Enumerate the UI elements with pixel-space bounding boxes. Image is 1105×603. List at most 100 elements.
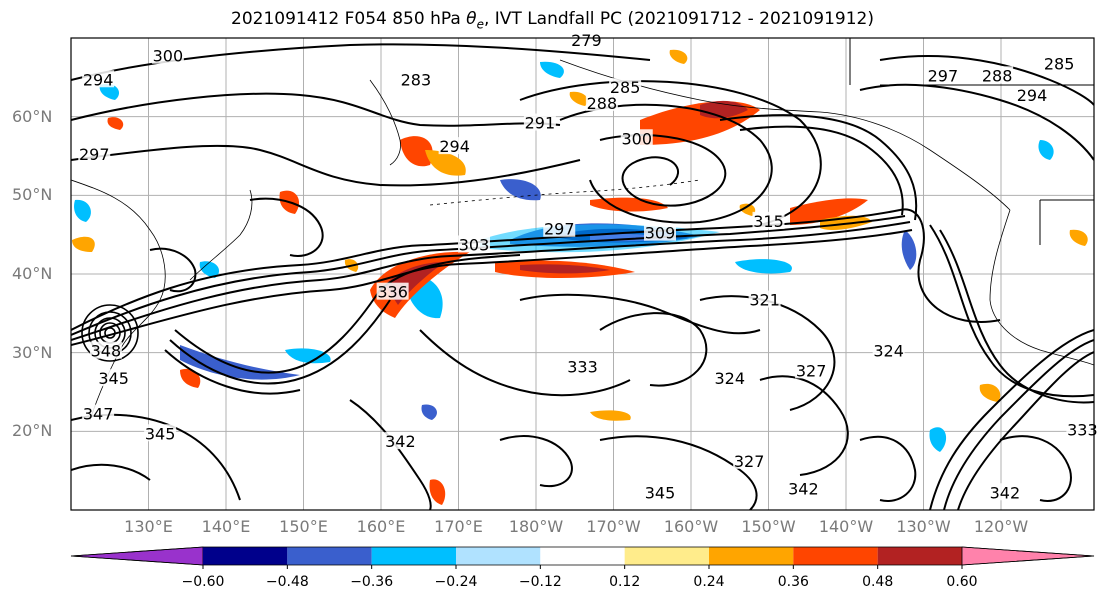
aleutian-coast — [429, 179, 701, 206]
neg-anomaly — [99, 83, 120, 100]
contour-label: 285 — [610, 78, 641, 97]
lon-tick-label: 140°W — [818, 517, 874, 536]
lon-tick-label: 160°E — [356, 517, 406, 536]
contour-label: 283 — [401, 70, 432, 89]
contour-label-bg — [97, 369, 130, 387]
contour-line — [719, 114, 918, 221]
colorbar-segment — [877, 547, 962, 565]
contour-line — [599, 134, 727, 207]
contour-label: 333 — [1067, 420, 1098, 439]
pos-anomaly — [790, 198, 868, 225]
colorbar-tick-label: 0.60 — [946, 574, 978, 590]
contour-label-bg — [78, 145, 111, 162]
contour-label-bg — [458, 235, 490, 253]
contour-label: 321 — [749, 291, 780, 310]
contour-line — [349, 399, 432, 510]
pos-anomaly — [1069, 229, 1088, 246]
colorbar-segment — [624, 547, 709, 565]
pos-anomaly — [400, 136, 433, 167]
contour-label: 327 — [796, 361, 827, 380]
contour-label: 345 — [645, 483, 676, 502]
contour-line — [759, 375, 849, 476]
contour-line — [929, 224, 1094, 398]
neg-anomaly — [929, 427, 947, 452]
neg-anomaly — [199, 261, 220, 278]
pos-anomaly — [72, 236, 95, 252]
contour-label-bg — [438, 137, 471, 155]
colorbar-tick-label: 0.12 — [609, 574, 641, 590]
contour-label: 291 — [525, 114, 556, 133]
contour-label: 294 — [83, 70, 114, 89]
pos-anomaly — [180, 368, 201, 388]
lon-tick-label: 150°W — [741, 517, 796, 536]
lat-tick-label: 20°N — [12, 421, 53, 441]
colorbar-segment — [287, 547, 372, 565]
contour-label-bg — [570, 30, 603, 48]
lon-tick-label: 180°W — [508, 517, 564, 536]
colorbar — [70, 546, 1095, 569]
contour-label: 324 — [714, 369, 745, 388]
colorbar-tick-label: 0.36 — [777, 574, 809, 590]
asia-coast — [71, 179, 166, 421]
contour-line — [71, 221, 911, 341]
contour-label-bg — [82, 404, 115, 422]
lon-tick-label: 170°E — [434, 517, 483, 536]
pos-anomaly — [520, 264, 610, 274]
neg-anomaly — [74, 199, 91, 222]
contour-label: 348 — [91, 342, 122, 361]
lon-tick-label: 170°W — [586, 517, 641, 536]
contour-line — [71, 144, 581, 187]
lat-tick-label: 30°N — [12, 342, 53, 362]
contour-label: 288 — [587, 94, 618, 113]
contour-label: 297 — [544, 220, 575, 239]
contour-line — [939, 229, 1094, 404]
lon-tick-label: 120°W — [973, 517, 1029, 536]
contour-label-bg — [926, 66, 959, 84]
colorbar-segment — [540, 547, 625, 565]
lat-tick-label: 50°N — [12, 185, 53, 205]
contour-line — [519, 293, 761, 335]
contour-line — [499, 435, 573, 488]
contour-label-bg — [82, 70, 115, 88]
contour-line — [943, 339, 1094, 510]
contour-line — [879, 55, 1094, 106]
contour-label-bg — [872, 341, 905, 359]
contour-label-bg — [1066, 420, 1099, 438]
contour-label: 347 — [83, 405, 114, 424]
contour-label-bg — [644, 223, 676, 241]
contour-label: 345 — [145, 424, 176, 443]
lat-tick-label: 40°N — [12, 264, 53, 283]
pos-anomaly — [739, 203, 756, 216]
contour-label: 309 — [645, 224, 676, 243]
contour-label: 285 — [1044, 55, 1075, 74]
colorbar-segment — [793, 547, 878, 565]
coastlines — [71, 59, 1094, 421]
contour-label-bg — [748, 290, 781, 308]
contour-label-bg — [1016, 86, 1048, 103]
neg-anomaly — [901, 230, 917, 270]
colorbar-tick-label: −0.12 — [518, 574, 562, 590]
japan-coast — [189, 189, 253, 281]
contour-label-bg — [795, 361, 828, 379]
colorbar-min-extension — [70, 546, 204, 566]
contour-label-bg — [89, 341, 122, 359]
contour-line — [999, 435, 1072, 502]
contour-line — [599, 312, 708, 387]
pos-anomaly — [590, 197, 668, 212]
neg-anomaly — [735, 259, 792, 274]
contour-label: 342 — [385, 432, 416, 451]
colorbar-tick-label: 0.48 — [862, 574, 894, 590]
contour-label-bg — [988, 483, 1021, 501]
contour-line — [164, 349, 301, 395]
neg-anomaly — [285, 348, 331, 364]
lon-tick-label: 140°E — [201, 517, 251, 536]
contour-label: 303 — [459, 235, 490, 254]
contour-line — [739, 125, 904, 216]
colorbar-tick-label: −0.36 — [350, 574, 394, 590]
neg-anomaly — [421, 404, 437, 420]
pos-anomaly — [590, 410, 631, 421]
neg-anomaly — [180, 345, 300, 380]
contour-line — [249, 197, 324, 257]
contour-line — [859, 435, 917, 502]
